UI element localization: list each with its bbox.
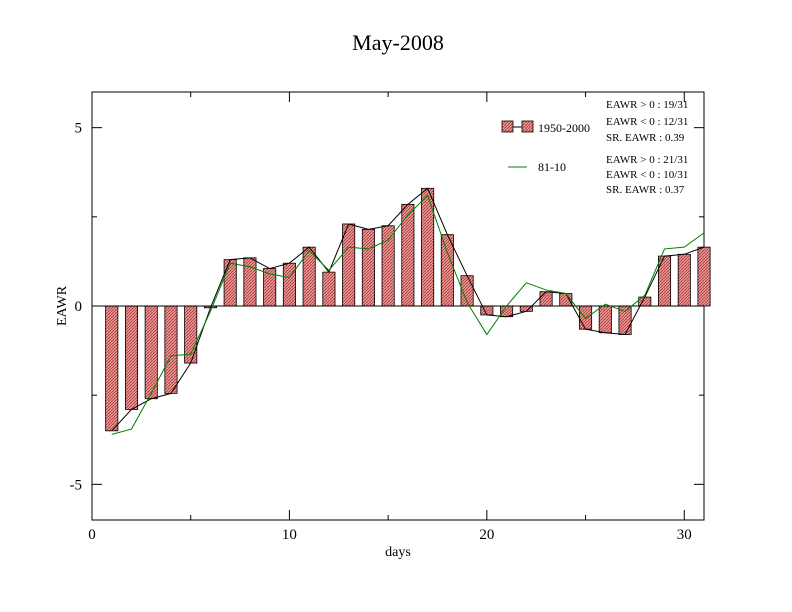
x-tick-label: 0 xyxy=(88,527,96,543)
bar xyxy=(677,253,691,307)
x-tick-label: 30 xyxy=(677,527,692,543)
bars-group xyxy=(105,187,711,432)
bar xyxy=(401,203,415,307)
bar xyxy=(282,262,296,307)
bar xyxy=(124,305,139,410)
bar xyxy=(381,225,395,307)
legend-stat: SR. EAWR : 0.39 xyxy=(606,132,685,144)
bar xyxy=(579,305,593,330)
legend-bar-1950-2000 xyxy=(501,120,514,133)
lines-group xyxy=(111,187,705,435)
legend-label-81-10: 81-10 xyxy=(538,160,566,174)
bar xyxy=(697,246,711,307)
legend-stat: EAWR < 0 : 10/31 xyxy=(606,169,688,181)
y-tick-label: 0 xyxy=(75,299,83,315)
bar xyxy=(105,305,119,432)
bar xyxy=(657,255,672,307)
x-tick-label: 20 xyxy=(479,527,494,543)
legend-stat: EAWR > 0 : 21/31 xyxy=(606,154,688,166)
series-line-0 xyxy=(111,187,705,432)
y-tick-label: 5 xyxy=(75,121,83,137)
legend-stat: SR. EAWR : 0.37 xyxy=(606,184,685,196)
x-axis-label: days xyxy=(385,545,411,560)
bar xyxy=(164,305,178,394)
legend: 1950-2000 81-10 EAWR > 0 : 19/31 EAWR < 0 :… xyxy=(501,99,688,196)
bar xyxy=(559,293,573,307)
bar xyxy=(598,305,612,334)
bar xyxy=(539,291,553,307)
legend-stat: EAWR > 0 : 19/31 xyxy=(606,99,688,111)
legend-stat: EAWR < 0 : 12/31 xyxy=(606,116,688,128)
x-tick-label: 10 xyxy=(282,527,297,543)
legend-label-1950-2000: 1950-2000 xyxy=(538,121,590,135)
ticks-group: 0 10 20 30 -5 0 5 xyxy=(70,92,704,543)
bar xyxy=(342,223,356,307)
legend-bar-1950-2000-b xyxy=(521,120,534,133)
chart-title: May-2008 xyxy=(352,30,444,55)
series-line-1 xyxy=(111,194,705,435)
bar xyxy=(322,271,336,307)
bar xyxy=(421,187,435,307)
bar xyxy=(440,234,454,307)
y-tick-label: -5 xyxy=(70,477,83,493)
bar xyxy=(361,228,375,307)
y-axis-label: EAWR xyxy=(55,285,70,326)
bar xyxy=(223,259,237,307)
bar xyxy=(243,257,257,307)
